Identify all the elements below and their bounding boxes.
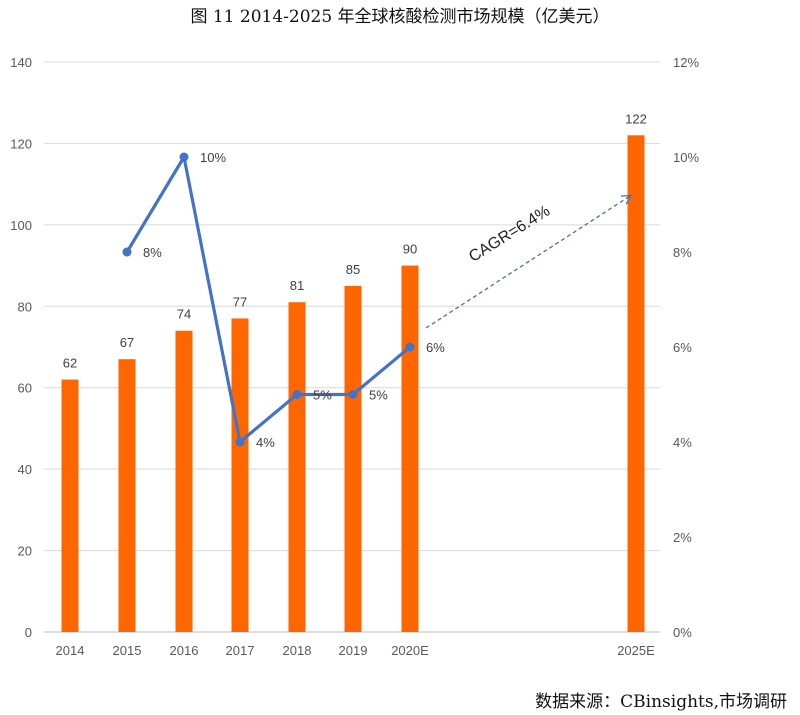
left-tick-label: 140 — [10, 55, 32, 70]
bar-value-label: 81 — [290, 278, 304, 293]
right-tick-label: 2% — [673, 530, 692, 545]
growth-label: 6% — [426, 340, 445, 355]
growth-label: 5% — [313, 388, 332, 403]
bar — [118, 359, 136, 632]
x-tick-label: 2018 — [283, 643, 312, 658]
left-tick-label: 100 — [10, 218, 32, 233]
cagr-arrow — [425, 196, 630, 329]
chart-title: 图 11 2014-2025 年全球核酸检测市场规模（亿美元） — [190, 7, 609, 27]
x-tick-label: 2025E — [617, 643, 655, 658]
bar-value-label: 77 — [233, 295, 247, 310]
source-note: 数据来源：CBinsights,市场调研 — [535, 692, 787, 712]
growth-label: 4% — [256, 435, 275, 450]
bar — [231, 318, 249, 632]
x-tick-label: 2014 — [56, 643, 85, 658]
left-y-axis: 0 20 40 60 80 100 120 140 — [10, 55, 32, 640]
left-tick-label: 120 — [10, 136, 32, 151]
left-tick-label: 80 — [18, 299, 32, 314]
left-tick-label: 40 — [18, 462, 32, 477]
bar-value-label: 85 — [346, 262, 360, 277]
x-tick-label: 2015 — [113, 643, 142, 658]
x-tick-label: 2019 — [339, 643, 368, 658]
bar-value-label: 62 — [63, 356, 77, 371]
bar — [627, 135, 645, 633]
growth-point — [179, 152, 189, 162]
bar-series: 62 67 74 77 81 85 90 122 — [61, 111, 647, 633]
growth-point — [292, 390, 302, 399]
right-tick-label: 10% — [673, 150, 699, 165]
bar — [401, 265, 419, 632]
bar-value-label: 90 — [403, 242, 417, 257]
right-tick-label: 6% — [673, 340, 692, 355]
right-tick-label: 0% — [673, 625, 692, 640]
bar-value-label: 74 — [177, 307, 191, 322]
growth-line-series: 8% 10% 4% 5% 5% 6% — [122, 150, 445, 450]
bar-value-label: 122 — [625, 111, 647, 126]
bar — [61, 379, 79, 632]
cagr-label: CAGR=6.4% — [466, 203, 553, 266]
left-tick-label: 20 — [18, 544, 32, 559]
right-tick-label: 12% — [673, 55, 699, 70]
x-tick-label: 2020E — [391, 643, 429, 658]
left-tick-label: 0 — [25, 625, 32, 640]
right-y-axis: 0% 2% 4% 6% 8% 10% 12% — [673, 55, 699, 640]
growth-label: 8% — [143, 245, 162, 260]
x-tick-label: 2017 — [226, 643, 255, 658]
cagr-annotation: CAGR=6.4% — [425, 196, 630, 329]
right-tick-label: 4% — [673, 435, 692, 450]
growth-label: 5% — [369, 388, 388, 403]
growth-point — [122, 247, 132, 257]
bar — [175, 330, 193, 632]
growth-point — [348, 390, 358, 399]
right-tick-label: 8% — [673, 245, 692, 260]
left-tick-label: 60 — [18, 381, 32, 396]
bar-value-label: 67 — [120, 335, 134, 350]
growth-point — [235, 437, 245, 447]
growth-line — [125, 155, 412, 444]
growth-point — [405, 342, 415, 352]
bar — [344, 285, 362, 632]
x-tick-label: 2016 — [170, 643, 199, 658]
x-axis: 2014 2015 2016 2017 2018 2019 2020E 2025E — [56, 643, 656, 658]
bar — [288, 302, 306, 632]
growth-label: 10% — [200, 150, 226, 165]
